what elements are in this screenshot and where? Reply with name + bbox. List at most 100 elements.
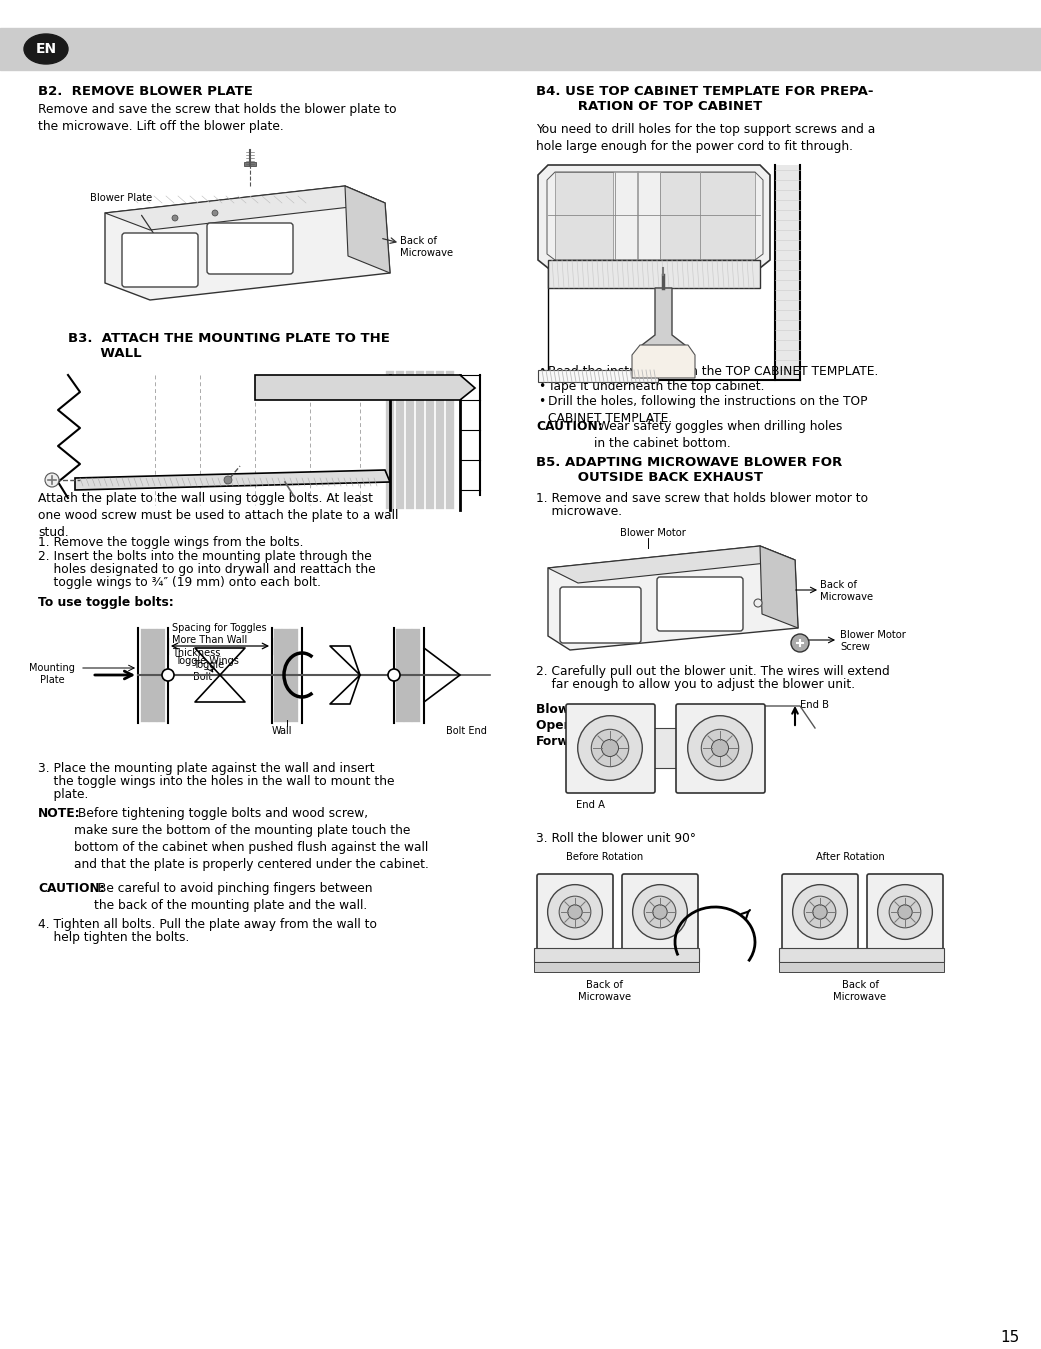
Circle shape (224, 476, 232, 484)
Circle shape (754, 599, 762, 607)
Circle shape (813, 905, 828, 919)
Text: Remove and save the screw that holds the blower plate to
the microwave. Lift off: Remove and save the screw that holds the… (39, 103, 397, 134)
Text: End A: End A (576, 800, 605, 809)
Text: NOTE:: NOTE: (39, 807, 80, 820)
Text: •: • (538, 366, 545, 378)
Circle shape (711, 739, 729, 757)
Text: Mounting
Plate: Mounting Plate (29, 662, 75, 685)
Bar (779, 962, 944, 973)
Text: Blower Motor
Screw: Blower Motor Screw (840, 630, 906, 653)
Ellipse shape (24, 34, 68, 63)
Text: •: • (538, 395, 545, 407)
Circle shape (212, 210, 218, 216)
Text: Tape it underneath the top cabinet.: Tape it underneath the top cabinet. (548, 380, 764, 393)
Text: 1. Remove and save screw that holds blower motor to: 1. Remove and save screw that holds blow… (536, 492, 868, 505)
Text: After Rotation: After Rotation (816, 853, 885, 862)
Text: 3. Roll the blower unit 90°: 3. Roll the blower unit 90° (536, 832, 695, 844)
Text: Wear safety goggles when drilling holes
in the cabinet bottom.: Wear safety goggles when drilling holes … (594, 420, 842, 451)
Polygon shape (642, 287, 685, 370)
Text: Back of
Microwave: Back of Microwave (834, 979, 887, 1002)
Text: Back of
Microwave: Back of Microwave (579, 979, 632, 1002)
Circle shape (688, 716, 753, 780)
Polygon shape (538, 370, 658, 382)
Text: Toggle
Bolt: Toggle Bolt (193, 660, 224, 683)
Circle shape (653, 905, 667, 919)
Text: Blower Motor: Blower Motor (620, 527, 686, 538)
FancyBboxPatch shape (782, 874, 858, 950)
Text: OUTSIDE BACK EXHAUST: OUTSIDE BACK EXHAUST (550, 471, 763, 484)
Text: B5. ADAPTING MICROWAVE BLOWER FOR: B5. ADAPTING MICROWAVE BLOWER FOR (536, 456, 842, 469)
Polygon shape (538, 165, 770, 268)
Circle shape (792, 885, 847, 939)
Circle shape (897, 905, 912, 919)
Circle shape (559, 896, 591, 928)
Circle shape (388, 669, 400, 681)
Text: Spacing for Toggles
More Than Wall
Thickness: Spacing for Toggles More Than Wall Thick… (172, 623, 266, 658)
Text: B2.  REMOVE BLOWER PLATE: B2. REMOVE BLOWER PLATE (39, 85, 253, 98)
Text: microwave.: microwave. (536, 505, 623, 518)
Circle shape (644, 896, 676, 928)
Text: plate.: plate. (39, 788, 88, 801)
Circle shape (878, 885, 933, 939)
Bar (652, 728, 690, 768)
Bar (775, 165, 799, 380)
Text: B4. USE TOP CABINET TEMPLATE FOR PREPA-: B4. USE TOP CABINET TEMPLATE FOR PREPA- (536, 85, 873, 98)
Polygon shape (105, 186, 390, 299)
Text: WALL: WALL (68, 347, 142, 360)
Text: Back of
Microwave: Back of Microwave (820, 580, 873, 603)
Text: toggle wings to ¾″ (19 mm) onto each bolt.: toggle wings to ¾″ (19 mm) onto each bol… (39, 576, 321, 590)
Bar (779, 948, 944, 962)
Bar (660, 173, 755, 260)
Polygon shape (760, 546, 798, 629)
Text: Be careful to avoid pinching fingers between
the back of the mounting plate and : Be careful to avoid pinching fingers bet… (94, 882, 373, 912)
Text: Before tightening toggle bolts and wood screw,
make sure the bottom of the mount: Before tightening toggle bolts and wood … (74, 807, 429, 871)
Text: 3. Place the mounting plate against the wall and insert: 3. Place the mounting plate against the … (39, 762, 375, 774)
FancyBboxPatch shape (657, 577, 743, 631)
Text: CAUTION:: CAUTION: (536, 420, 603, 433)
Bar (548, 260, 760, 287)
Text: Read the instructions on the TOP CABINET TEMPLATE.: Read the instructions on the TOP CABINET… (548, 366, 879, 378)
Bar (534, 962, 699, 973)
Text: Blower Motor
Openings Facing
Forward: Blower Motor Openings Facing Forward (536, 703, 651, 747)
FancyBboxPatch shape (623, 874, 699, 950)
Text: CAUTION:: CAUTION: (39, 882, 105, 894)
Polygon shape (255, 375, 475, 401)
Text: RATION OF TOP CABINET: RATION OF TOP CABINET (550, 100, 762, 113)
Text: 2. Insert the bolts into the mounting plate through the: 2. Insert the bolts into the mounting pl… (39, 550, 372, 563)
FancyBboxPatch shape (566, 704, 655, 793)
Bar (555, 173, 613, 260)
FancyBboxPatch shape (537, 874, 613, 950)
Text: EN: EN (35, 42, 56, 57)
Polygon shape (548, 546, 795, 583)
Text: 1. Remove the toggle wings from the bolts.: 1. Remove the toggle wings from the bolt… (39, 536, 304, 549)
Text: Before Rotation: Before Rotation (566, 853, 643, 862)
Text: Back of
Microwave: Back of Microwave (400, 236, 453, 258)
Polygon shape (345, 186, 390, 272)
Circle shape (591, 730, 629, 766)
Circle shape (172, 214, 178, 221)
Polygon shape (244, 162, 256, 166)
Text: 2. Carefully pull out the blower unit. The wires will extend: 2. Carefully pull out the blower unit. T… (536, 665, 890, 679)
Text: You need to drill holes for the top support screws and a
hole large enough for t: You need to drill holes for the top supp… (536, 123, 875, 152)
Text: B3.  ATTACH THE MOUNTING PLATE TO THE: B3. ATTACH THE MOUNTING PLATE TO THE (68, 332, 390, 345)
Text: 15: 15 (1000, 1330, 1020, 1345)
Polygon shape (105, 186, 385, 229)
Circle shape (567, 905, 582, 919)
Text: To use toggle bolts:: To use toggle bolts: (39, 596, 174, 608)
Text: Blower Plate: Blower Plate (90, 193, 152, 202)
Bar (534, 948, 699, 962)
Circle shape (702, 730, 739, 766)
Text: Attach the plate to the wall using toggle bolts. At least
one wood screw must be: Attach the plate to the wall using toggl… (39, 492, 399, 540)
Text: help tighten the bolts.: help tighten the bolts. (39, 931, 189, 944)
Text: Drill the holes, following the instructions on the TOP
CABINET TEMPLATE.: Drill the holes, following the instructi… (548, 395, 867, 425)
Circle shape (602, 739, 618, 757)
Text: the toggle wings into the holes in the wall to mount the: the toggle wings into the holes in the w… (39, 774, 395, 788)
Text: far enough to allow you to adjust the blower unit.: far enough to allow you to adjust the bl… (536, 679, 855, 691)
Text: Wall: Wall (272, 726, 293, 737)
FancyBboxPatch shape (676, 704, 765, 793)
Circle shape (45, 473, 59, 487)
Bar (0, 28, 1041, 70)
Circle shape (548, 885, 603, 939)
Text: End B: End B (799, 700, 829, 710)
Polygon shape (548, 546, 798, 650)
